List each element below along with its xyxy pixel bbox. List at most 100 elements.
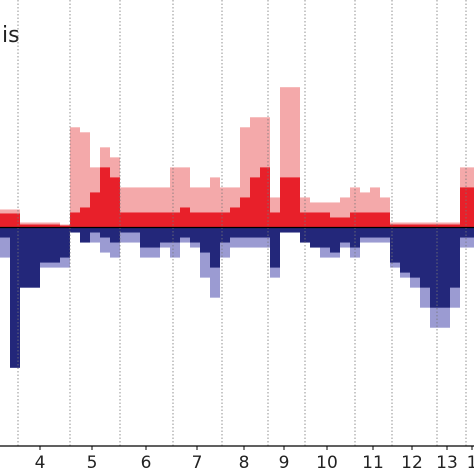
bar [60, 225, 70, 228]
bar [450, 227, 460, 288]
bar [70, 127, 80, 228]
x-tick-label: 13 [436, 453, 458, 473]
bar [130, 227, 140, 243]
bar [440, 227, 450, 308]
bar [160, 227, 170, 243]
bar [190, 187, 200, 228]
bar [420, 227, 430, 288]
bar [80, 132, 90, 228]
bar [200, 187, 210, 228]
bar [320, 212, 330, 228]
x-tick-label: 7 [192, 453, 203, 473]
bar [240, 227, 250, 238]
bar [280, 177, 290, 228]
bar [130, 187, 140, 228]
bar [240, 197, 250, 228]
bar [160, 212, 170, 228]
bar [150, 187, 160, 228]
bar [110, 177, 120, 228]
x-tick-label: 8 [239, 453, 250, 473]
bar [190, 212, 200, 228]
x-tick-label: 5 [87, 453, 98, 473]
bar [10, 213, 20, 228]
bar [380, 227, 390, 238]
bar [240, 127, 250, 228]
x-tick-label: 12 [401, 453, 423, 473]
bar [0, 227, 10, 258]
bar [250, 177, 260, 228]
bar [230, 207, 240, 228]
bar [310, 212, 320, 228]
bar [210, 177, 220, 228]
bar [140, 212, 150, 228]
bar [40, 227, 50, 263]
bar [430, 227, 440, 308]
bar [340, 197, 350, 228]
bar [80, 207, 90, 228]
bar [400, 224, 410, 228]
bar [410, 224, 420, 228]
bar [230, 227, 240, 238]
bar [360, 212, 370, 228]
bar [390, 224, 400, 228]
bar [120, 227, 130, 243]
bar [50, 224, 60, 228]
bar [150, 227, 160, 248]
bar [440, 224, 450, 228]
bar [70, 212, 80, 228]
bar [220, 187, 230, 228]
bar [460, 187, 474, 228]
bar [40, 224, 50, 228]
x-tick-label: 6 [141, 453, 152, 473]
bar [100, 167, 110, 228]
bar [120, 187, 130, 228]
bar [340, 227, 350, 243]
bar [310, 227, 320, 248]
bar [90, 227, 100, 233]
bar [130, 227, 140, 233]
bar [350, 212, 360, 228]
bar [290, 177, 300, 228]
bar [50, 227, 60, 263]
bar [150, 212, 160, 228]
bar [340, 217, 350, 228]
bar [20, 227, 30, 288]
bar [360, 227, 370, 238]
bar [60, 227, 70, 258]
x-tick-label: 1 [467, 453, 474, 473]
bar [30, 224, 40, 228]
bar [70, 227, 80, 233]
bar [140, 227, 150, 248]
bar [190, 227, 200, 243]
bar [260, 167, 270, 228]
bar [400, 227, 410, 273]
bar [250, 227, 260, 238]
bar [0, 227, 10, 238]
bar [30, 227, 40, 288]
bar [370, 227, 380, 238]
chart-title: is [2, 23, 20, 48]
bar [350, 227, 360, 248]
bar [170, 167, 180, 228]
bar [360, 192, 370, 228]
bar [370, 187, 380, 228]
bar [170, 212, 180, 228]
bar [120, 212, 130, 228]
bar [10, 227, 20, 368]
bar [270, 212, 280, 228]
bar [170, 227, 180, 243]
bar [330, 217, 340, 228]
bar [110, 227, 120, 243]
bar [20, 224, 30, 228]
bar [420, 224, 430, 228]
bar [280, 87, 290, 228]
bar [180, 207, 190, 228]
bar [200, 212, 210, 228]
bar [130, 212, 140, 228]
bar [100, 227, 110, 253]
x-tick-label: 10 [316, 453, 338, 473]
bar [410, 227, 420, 278]
bar [260, 227, 270, 238]
bar [220, 212, 230, 228]
